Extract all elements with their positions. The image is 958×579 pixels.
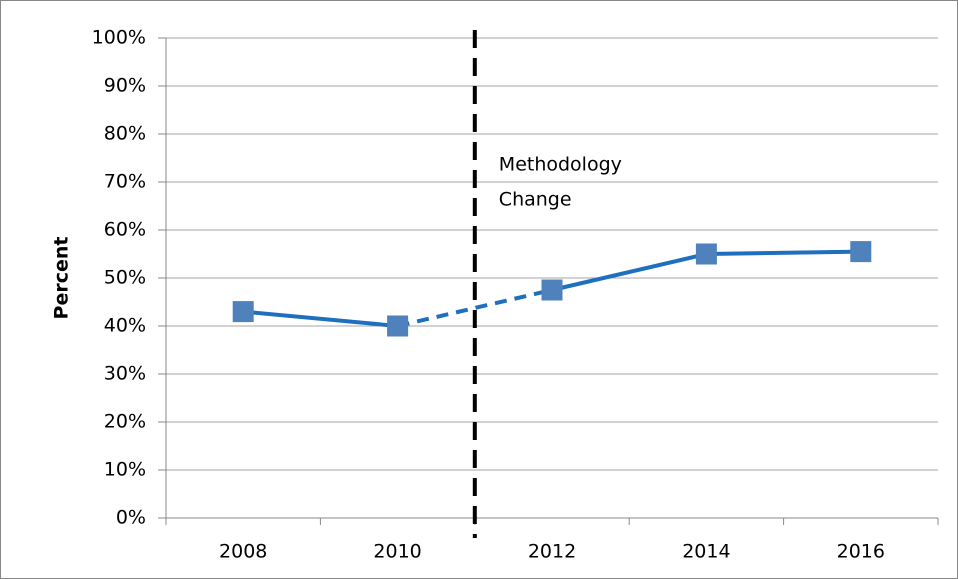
marker bbox=[387, 315, 409, 337]
line-segment bbox=[706, 249, 861, 256]
y-tick-label: 70% bbox=[104, 171, 146, 193]
y-tick-label: 80% bbox=[104, 123, 146, 145]
y-tick-label: 40% bbox=[104, 315, 146, 337]
y-tick-label: 100% bbox=[92, 27, 146, 49]
x-tick-label: 2010 bbox=[373, 541, 421, 563]
y-axis-label: Percent bbox=[51, 237, 73, 320]
y-tick-label: 10% bbox=[104, 459, 146, 481]
x-tick-label: 2012 bbox=[528, 541, 576, 563]
y-tick-label: 60% bbox=[104, 219, 146, 241]
marker bbox=[695, 243, 717, 265]
annotation-text: Change bbox=[499, 189, 572, 211]
y-tick-label: 50% bbox=[104, 267, 146, 289]
marker bbox=[850, 241, 872, 263]
x-tick-label: 2014 bbox=[682, 541, 730, 563]
marker bbox=[541, 279, 563, 301]
line-segment bbox=[243, 309, 398, 328]
y-tick-label: 20% bbox=[104, 411, 146, 433]
y-tick-label: 30% bbox=[104, 363, 146, 385]
x-tick-label: 2008 bbox=[219, 541, 267, 563]
line-segment bbox=[551, 252, 707, 292]
y-tick-label: 90% bbox=[104, 75, 146, 97]
x-tick-label: 2016 bbox=[837, 541, 885, 563]
annotation-text: Methodology bbox=[499, 154, 622, 176]
y-tick-label: 0% bbox=[116, 507, 146, 529]
line-segment bbox=[397, 288, 553, 328]
marker bbox=[232, 301, 254, 323]
